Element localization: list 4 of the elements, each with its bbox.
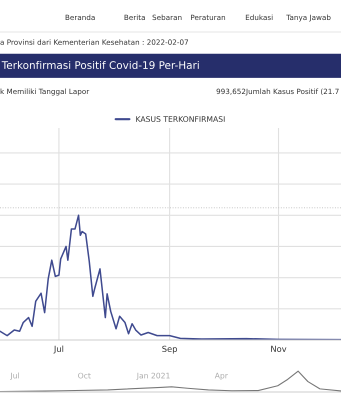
x-tick-label: Jul — [53, 346, 64, 354]
chart-title: Terkonfirmasi Positif Covid-19 Per-Hari — [2, 60, 199, 70]
x-tick-label: Nov — [271, 346, 286, 352]
x-tick-label: Sep — [162, 346, 178, 354]
